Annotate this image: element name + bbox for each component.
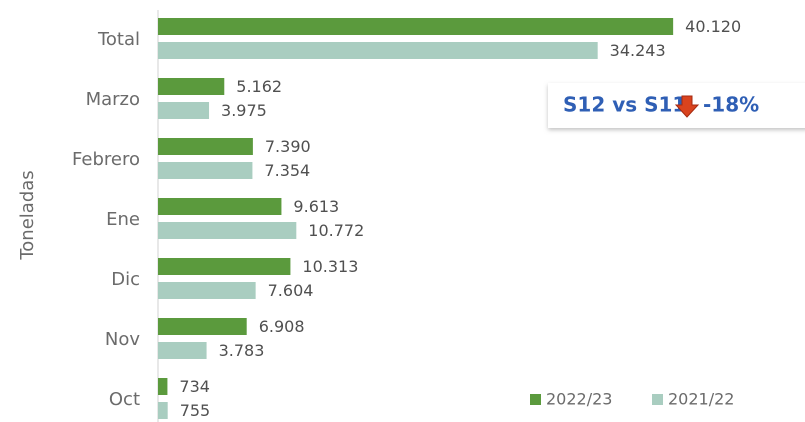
category-label: Marzo <box>86 89 140 110</box>
legend-label: 2021/22 <box>668 390 734 409</box>
legend-label: 2022/23 <box>546 390 612 409</box>
category-label: Febrero <box>72 149 140 170</box>
bar <box>158 402 168 419</box>
bar <box>158 222 297 239</box>
value-label: 10.772 <box>308 221 364 240</box>
value-label: 9.613 <box>293 197 339 216</box>
bar <box>158 78 225 95</box>
value-label: 734 <box>179 377 210 396</box>
annotation-change: -18% <box>703 93 759 117</box>
value-label: 6.908 <box>259 317 305 336</box>
legend-swatch <box>652 394 663 405</box>
legend-swatch <box>530 394 541 405</box>
value-label: 5.162 <box>236 77 282 96</box>
value-label: 3.783 <box>219 341 265 360</box>
category-label: Ene <box>106 209 140 230</box>
value-label: 3.975 <box>221 101 267 120</box>
value-label: 34.243 <box>610 41 666 60</box>
bar <box>158 198 282 215</box>
annotation: S12 vs S11 -18% <box>548 83 805 128</box>
bar <box>158 162 253 179</box>
bar <box>158 378 168 395</box>
value-label: 755 <box>180 401 211 420</box>
bar <box>158 258 291 275</box>
bar <box>158 138 253 155</box>
bar <box>158 342 207 359</box>
value-label: 10.313 <box>302 257 358 276</box>
value-label: 7.604 <box>268 281 314 300</box>
y-axis-label: Toneladas <box>17 170 38 260</box>
category-label: Nov <box>105 329 140 350</box>
category-label: Dic <box>111 269 140 290</box>
value-label: 7.390 <box>265 137 311 156</box>
down-arrow-icon <box>674 95 700 118</box>
value-label: 40.120 <box>685 17 741 36</box>
bar <box>158 42 598 59</box>
category-label: Oct <box>109 389 140 410</box>
category-label: Total <box>97 29 140 50</box>
bar <box>158 18 674 35</box>
value-label: 7.354 <box>264 161 310 180</box>
bar <box>158 318 247 335</box>
bar <box>158 102 210 119</box>
bar <box>158 282 256 299</box>
annotation-text: S12 vs S11 <box>563 93 686 117</box>
